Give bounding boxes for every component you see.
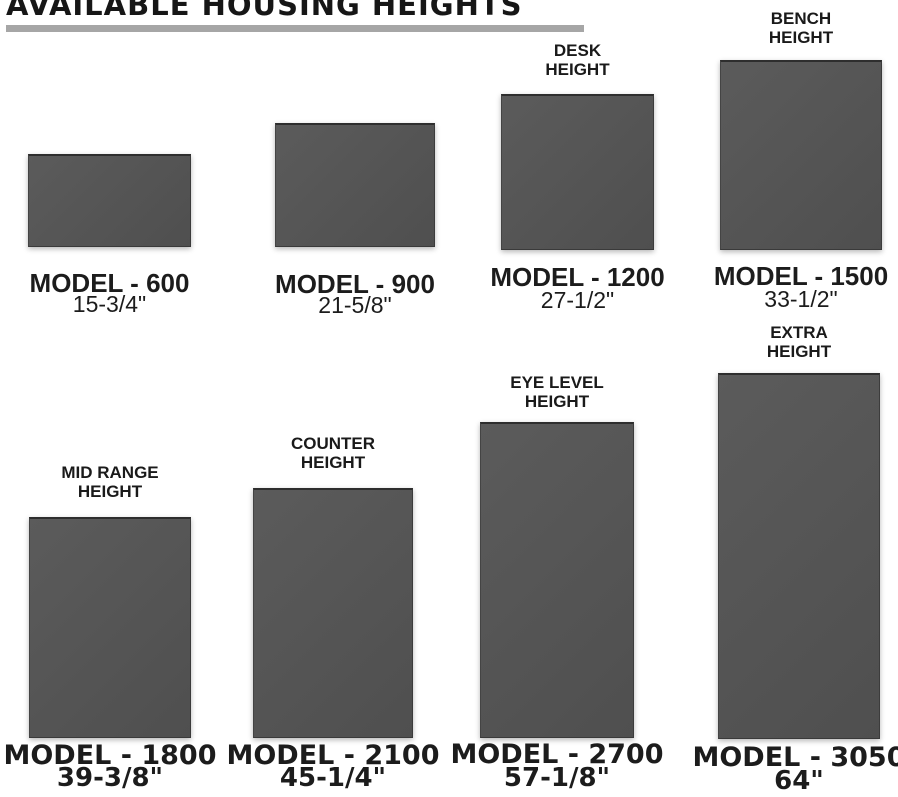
housing-model-900: MODEL - 900 21-5/8": [275, 0, 435, 330]
housing-box-2700: [480, 422, 634, 738]
housing-model-1500: BENCH HEIGHT MODEL - 1500 33-1/2": [714, 0, 888, 330]
model-name-900: MODEL - 900: [275, 269, 435, 299]
height-label-2100: COUNTER HEIGHT: [290, 434, 376, 472]
housing-model-600: MODEL - 600 15-3/4": [28, 0, 191, 330]
model-name-600: MODEL - 600: [29, 268, 190, 298]
model-name-1200: MODEL - 1200: [490, 262, 665, 292]
model-name-1500: MODEL - 1500: [713, 261, 889, 291]
height-label-1200: DESK HEIGHT: [545, 41, 610, 79]
model-name-1800: MODEL - 1800: [3, 740, 217, 771]
housing-box-600: [28, 154, 191, 247]
model-name-2700: MODEL - 2700: [450, 739, 664, 770]
housing-model-1200: DESK HEIGHT MODEL - 1200 27-1/2": [490, 0, 664, 330]
housing-box-1200: [501, 94, 654, 250]
model-size-1500: 33-1/2": [764, 286, 838, 312]
model-name-3050: MODEL - 3050: [692, 742, 898, 773]
housing-model-3050: EXTRA HEIGHT MODEL - 3050 64": [692, 0, 898, 797]
housing-box-1800: [29, 517, 191, 738]
title-underline: [6, 25, 584, 32]
model-name-2100: MODEL - 2100: [226, 740, 440, 771]
housing-box-1500: [720, 60, 882, 250]
model-size-3050: 64": [774, 766, 824, 796]
model-size-600: 15-3/4": [72, 291, 147, 317]
housing-model-2700: EYE LEVEL HEIGHT MODEL - 2700 57-1/8": [450, 0, 663, 797]
model-size-1200: 27-1/2": [540, 287, 615, 313]
model-size-2100: 45-1/4": [279, 763, 387, 793]
height-label-2700: EYE LEVEL HEIGHT: [510, 373, 604, 411]
page-title: AVAILABLE HOUSING HEIGHTS: [6, 0, 523, 22]
housing-box-2100: [253, 488, 413, 738]
height-label-1500: BENCH HEIGHT: [768, 9, 834, 47]
housing-box-3050: [718, 373, 880, 739]
height-label-1800: MID RANGE HEIGHT: [61, 463, 159, 501]
model-size-900: 21-5/8": [318, 292, 392, 318]
housing-model-1800: MID RANGE HEIGHT MODEL - 1800 39-3/8": [3, 0, 216, 797]
housing-model-2100: COUNTER HEIGHT MODEL - 2100 45-1/4": [226, 0, 439, 797]
housing-box-900: [275, 123, 435, 247]
model-size-2700: 57-1/8": [503, 763, 611, 793]
height-label-3050: EXTRA HEIGHT: [766, 323, 832, 361]
model-size-1800: 39-3/8": [56, 763, 164, 793]
